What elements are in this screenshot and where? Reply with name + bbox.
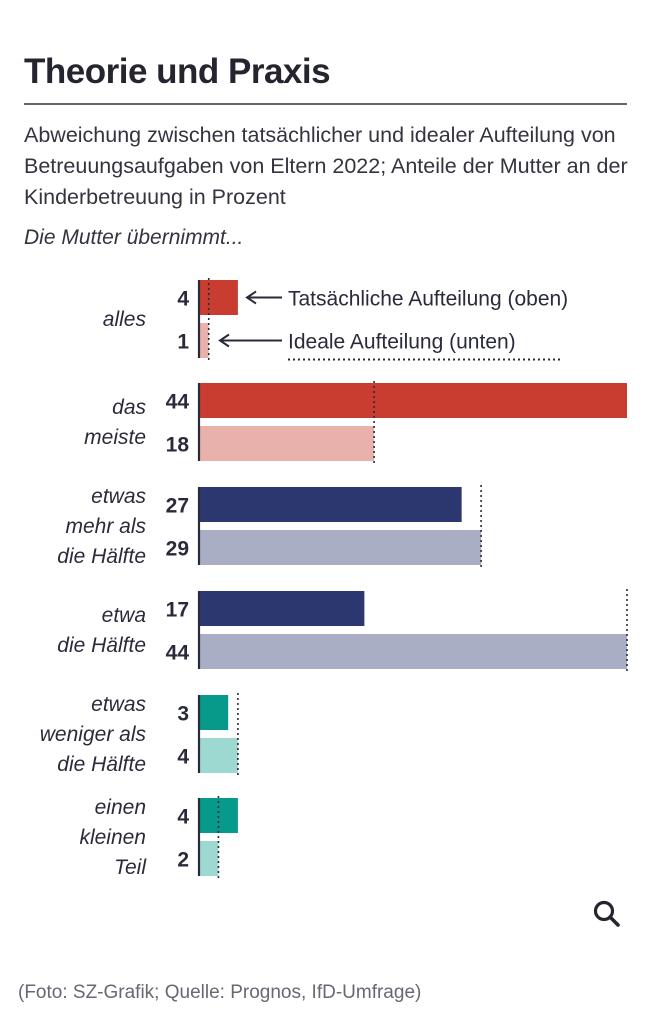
chart-title: Theorie und Praxis bbox=[24, 52, 331, 91]
value-label-ideal: 18 bbox=[166, 434, 190, 457]
value-label-actual: 44 bbox=[166, 391, 190, 414]
value-label-actual: 3 bbox=[177, 703, 189, 726]
category-label: Teil bbox=[114, 856, 147, 879]
bar-ideal bbox=[199, 323, 209, 358]
value-label-actual: 27 bbox=[166, 495, 189, 518]
value-label-actual: 4 bbox=[177, 806, 189, 829]
category-label: meiste bbox=[84, 426, 146, 449]
value-label-ideal: 1 bbox=[177, 331, 189, 354]
legend-actual: Tatsächliche Aufteilung (oben) bbox=[288, 288, 568, 311]
title-divider bbox=[24, 103, 627, 105]
value-label-actual: 4 bbox=[177, 288, 189, 311]
category-label: einen bbox=[95, 796, 146, 819]
bar-actual bbox=[199, 695, 229, 730]
arrow-head bbox=[218, 333, 230, 348]
bar-ideal bbox=[199, 738, 238, 773]
category-label: mehr als bbox=[65, 515, 146, 538]
bar-ideal bbox=[199, 426, 375, 461]
category-label: etwa bbox=[102, 604, 146, 627]
value-label-ideal: 29 bbox=[166, 538, 189, 561]
category-label: das bbox=[112, 396, 146, 419]
value-label-ideal: 2 bbox=[177, 849, 189, 872]
category-label: die Hälfte bbox=[57, 753, 146, 776]
value-label-ideal: 4 bbox=[177, 746, 189, 769]
arrow-head bbox=[245, 290, 257, 305]
bar-actual bbox=[199, 591, 365, 626]
category-label: alles bbox=[103, 308, 147, 331]
bar-actual bbox=[199, 280, 238, 315]
value-label-ideal: 44 bbox=[166, 642, 190, 665]
category-label: etwas bbox=[91, 693, 146, 716]
value-label-actual: 17 bbox=[166, 599, 189, 622]
bar-ideal bbox=[199, 841, 219, 876]
category-label: weniger als bbox=[40, 723, 147, 746]
chart-subtitle: Abweichung zwischen tatsächlicher und id… bbox=[24, 123, 628, 209]
bar-ideal bbox=[199, 634, 627, 669]
category-label: kleinen bbox=[79, 826, 146, 849]
legend-ideal: Ideale Aufteilung (unten) bbox=[288, 331, 516, 354]
category-label: die Hälfte bbox=[57, 545, 146, 568]
search-icon[interactable] bbox=[590, 897, 624, 931]
source-note: (Foto: SZ-Grafik; Quelle: Prognos, IfD-U… bbox=[18, 982, 422, 1003]
chart-intro: Die Mutter übernimmt... bbox=[24, 226, 244, 249]
category-label: etwas bbox=[91, 485, 146, 508]
bar-actual bbox=[199, 487, 462, 522]
bar-ideal bbox=[199, 530, 482, 565]
bar-actual bbox=[199, 383, 627, 418]
category-label: die Hälfte bbox=[57, 634, 146, 657]
